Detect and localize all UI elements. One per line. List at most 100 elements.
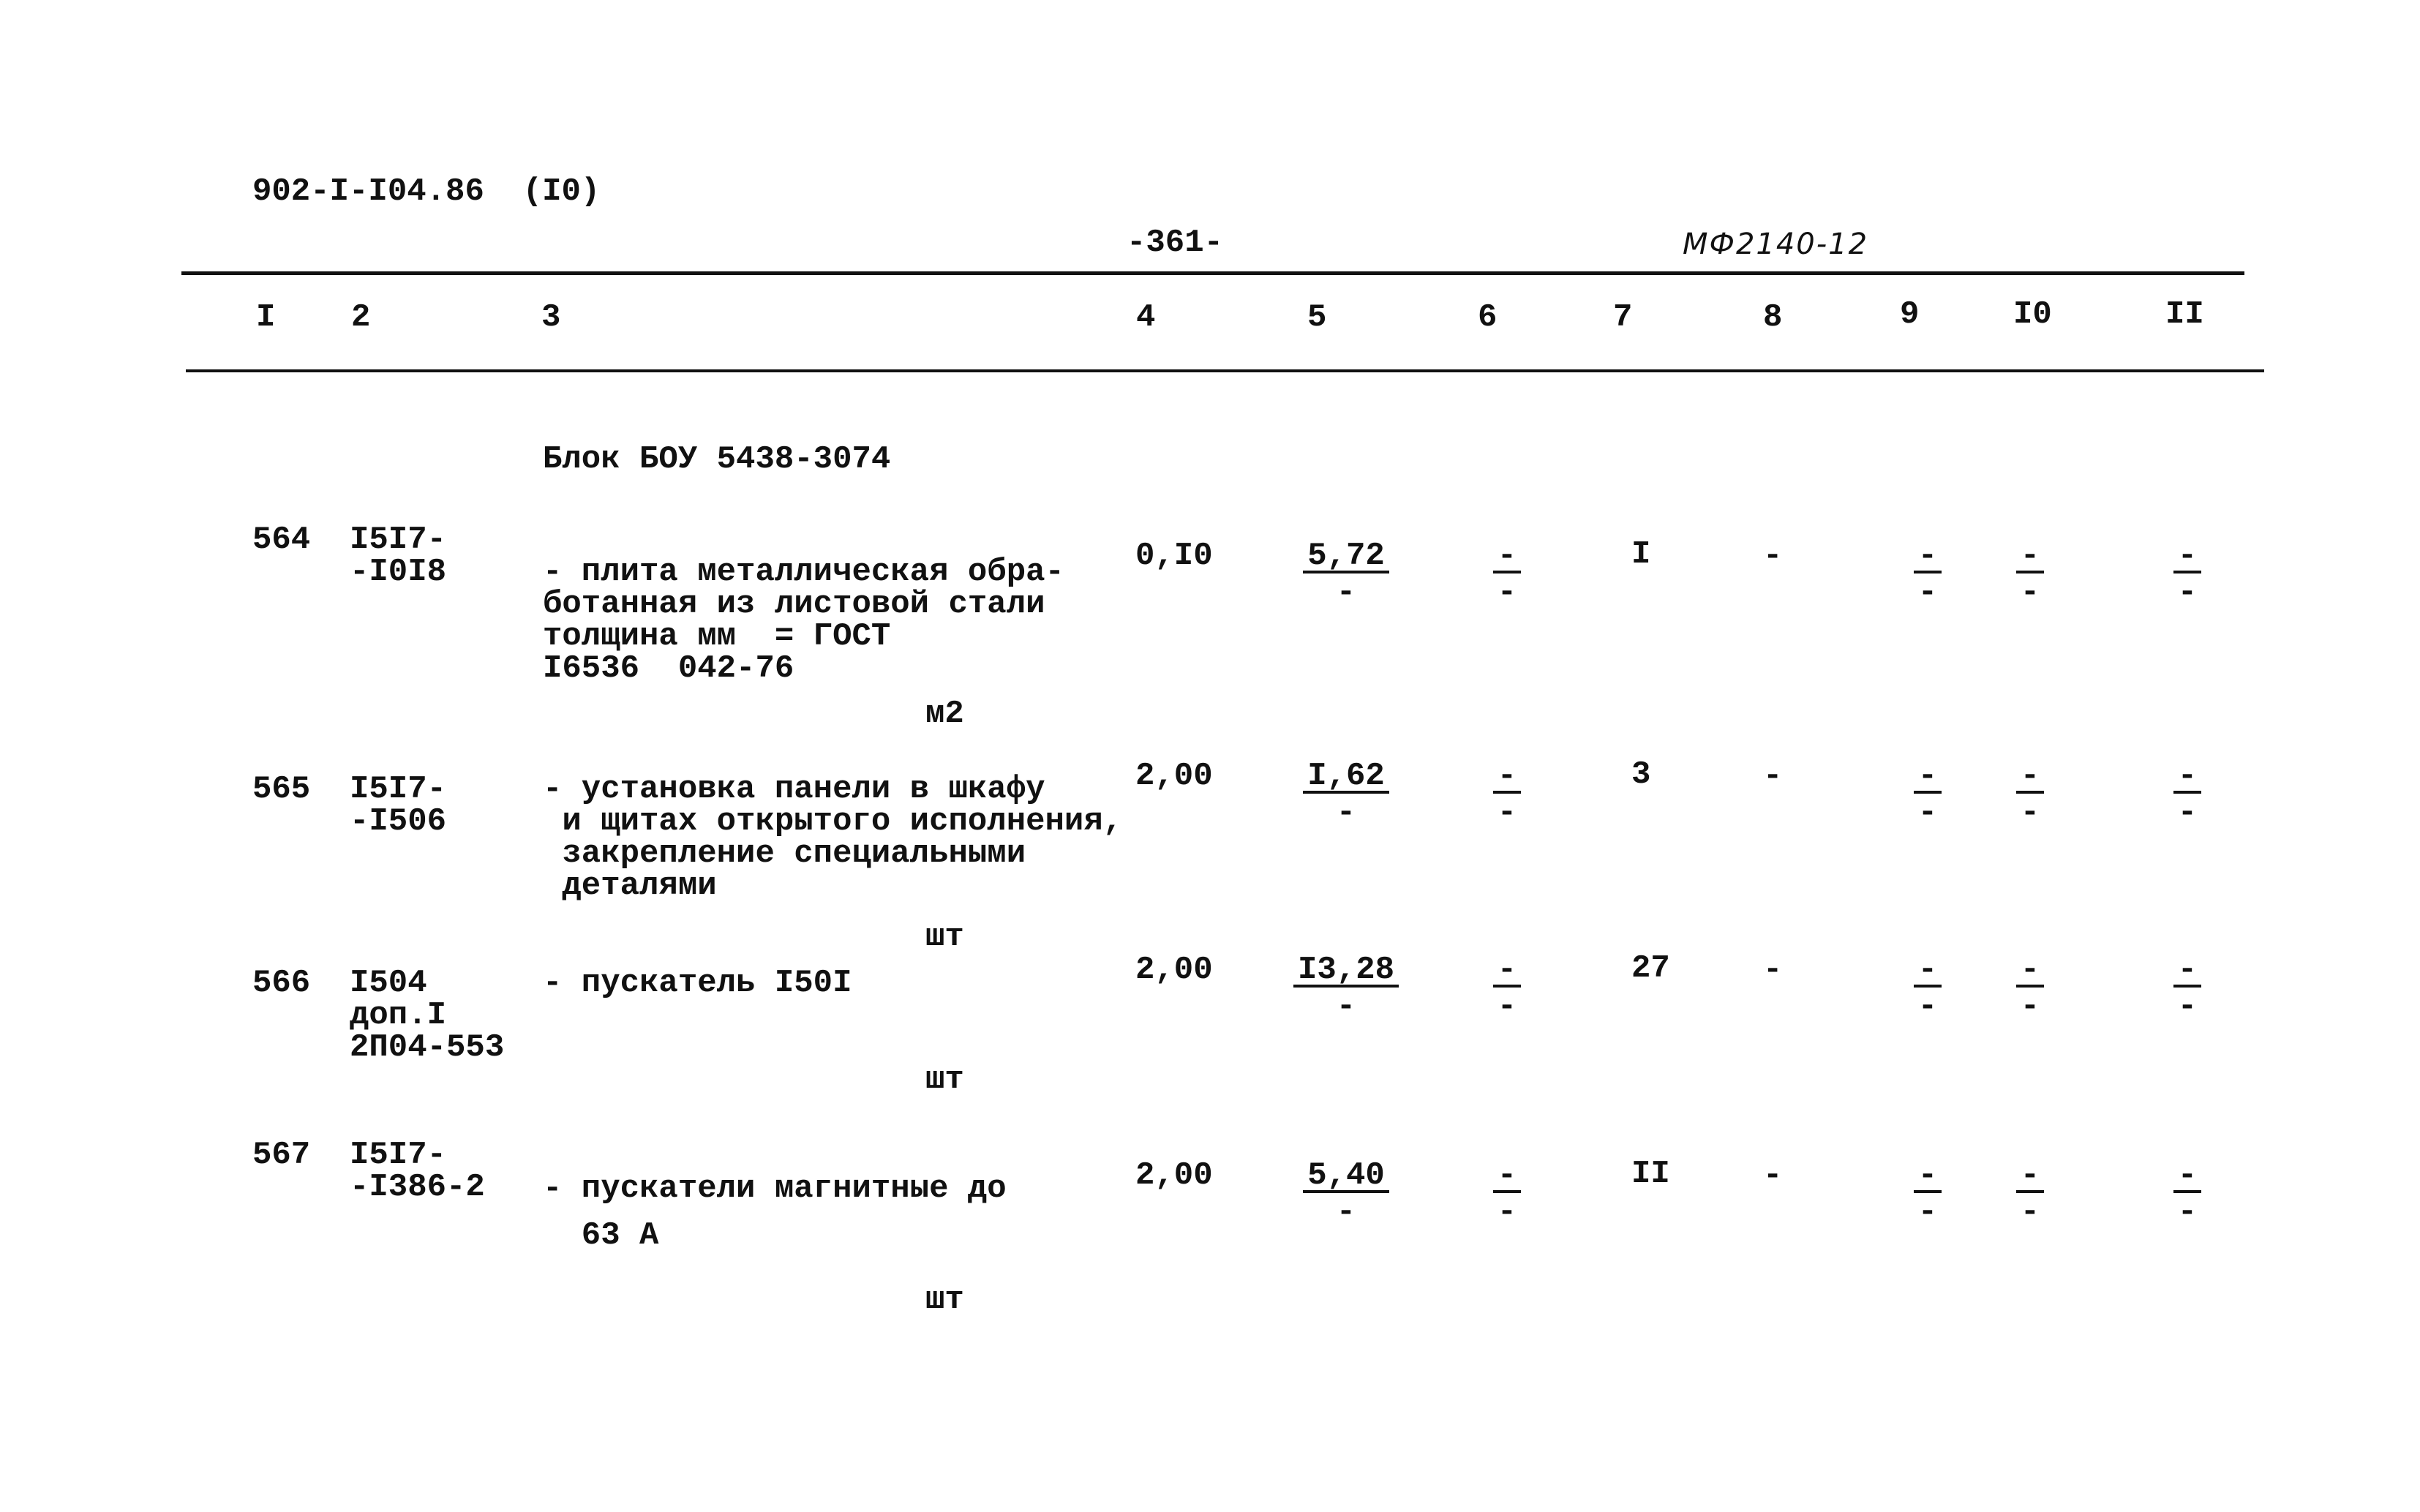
fraction-cell-c5: 5,72- (1284, 540, 1408, 611)
table-row: 564 I5I7- -I0I8 - плита металлическая обра-… (0, 524, 2420, 730)
description-line: деталями (543, 868, 717, 904)
description-line: - пускатель I50I (543, 965, 852, 1001)
column-8-value: - (1763, 1157, 1783, 1194)
item-code-line: I5I7- (350, 1137, 447, 1173)
column-8-value: - (1763, 538, 1783, 574)
description-line: ботанная из листовой стали (543, 586, 1045, 623)
fraction-cell-c11: -- (2147, 540, 2228, 611)
fraction-cell-c6: -- (1467, 540, 1547, 611)
fraction-bottom: - (1917, 794, 1938, 831)
block-title: Блок БОУ 5438-3074 (543, 441, 891, 478)
labor-value: II (1631, 1156, 1670, 1192)
fraction-bottom: - (1917, 988, 1938, 1025)
fraction-bottom: - (1497, 988, 1517, 1025)
item-code-line: -I0I8 (350, 554, 447, 590)
fraction-top: - (1492, 1159, 1522, 1193)
row-number: 565 (252, 771, 311, 808)
fraction-bottom: - (2177, 574, 2198, 611)
item-code-line: -I386-2 (350, 1169, 485, 1206)
column-header: II (2165, 296, 2204, 333)
fraction-bottom: - (1497, 574, 1517, 611)
fraction-top: - (2015, 540, 2045, 573)
column-header: 4 (1136, 299, 1156, 336)
document-code: 902-I-I04.86 (I0) (252, 173, 601, 210)
quantity: 2,00 (1135, 758, 1213, 794)
item-code-line: I5I7- (350, 522, 447, 558)
fraction-top: - (1492, 954, 1522, 988)
fraction-bottom: - (1336, 988, 1356, 1025)
fraction-top: - (2015, 954, 2045, 988)
fraction-bottom: - (2177, 1194, 2198, 1230)
item-code-line: I504 (350, 965, 427, 1001)
item-description: - пускатель I50I (543, 967, 852, 999)
fraction-top: I,62 (1303, 760, 1389, 794)
fraction-cell-c6: -- (1467, 760, 1547, 831)
labor-value: 3 (1631, 756, 1651, 793)
fraction-cell-c11: -- (2147, 760, 2228, 831)
fraction-top: - (1492, 540, 1522, 573)
fraction-top: - (1913, 1159, 1942, 1193)
unit-of-measure: шт (925, 919, 964, 955)
table-row: 567 I5I7- -I386-2 - пускатели магнитные до … (0, 1139, 2420, 1316)
quantity: 2,00 (1135, 952, 1213, 988)
fraction-top: - (1913, 954, 1942, 988)
fraction-cell-c9: -- (1891, 954, 1964, 1025)
fraction-bottom: - (1497, 1194, 1517, 1230)
fraction-bottom: - (1336, 1194, 1356, 1230)
labor-value: 27 (1631, 950, 1670, 987)
description-line: I6536 042-76 (543, 650, 794, 687)
column-header: 6 (1478, 299, 1498, 336)
fraction-cell-c5: 5,40- (1284, 1159, 1408, 1230)
unit-of-measure: шт (925, 1282, 964, 1318)
item-description: - установка панели в шкафу и щитах откры… (543, 773, 1122, 902)
fraction-cell-c9: -- (1891, 1159, 1964, 1228)
description-line: - пускатели магнитные до (543, 1170, 1007, 1207)
item-description: - плита металлическая обра-ботанная из л… (543, 556, 1064, 685)
row-number: 567 (252, 1137, 311, 1173)
description-line: закрепление специальными (543, 835, 1026, 872)
item-code-line: 2П04-553 (350, 1029, 505, 1066)
fraction-cell-c9: -- (1891, 540, 1964, 611)
column-header: 9 (1900, 296, 1920, 333)
fraction-bottom: - (1917, 574, 1938, 611)
row-number: 564 (252, 522, 311, 558)
page-number: -361- (1127, 225, 1224, 261)
item-description: - пускатели магнитные до 63 А (543, 1173, 1007, 1252)
description-line: толщина мм = ГОСТ (543, 618, 891, 655)
column-header: 8 (1763, 299, 1783, 336)
handwritten-stamp: МФ2140-12 (1683, 227, 1869, 261)
table-row: 565 I5I7- -I506 - установка панели в шкафу … (0, 759, 2420, 953)
fraction-top: 5,40 (1303, 1159, 1389, 1193)
fraction-bottom: - (1497, 794, 1517, 831)
fraction-top: - (1913, 540, 1942, 573)
fraction-bottom: - (1336, 574, 1356, 611)
fraction-bottom: - (1336, 794, 1356, 831)
unit-of-measure: шт (925, 1061, 964, 1098)
fraction-cell-c5: I,62- (1284, 760, 1408, 831)
item-code-line: -I506 (350, 803, 447, 840)
quantity: 2,00 (1135, 1157, 1213, 1194)
column-header: 7 (1613, 299, 1633, 336)
column-header: 3 (541, 299, 561, 336)
header-rule (186, 369, 2264, 372)
description-line: - установка панели в шкафу (543, 771, 1045, 808)
quantity: 0,I0 (1135, 538, 1213, 574)
fraction-cell-c11: -- (2147, 1159, 2228, 1230)
fraction-top: - (2173, 760, 2202, 794)
description-line: и щитах открытого исполнения, (543, 803, 1123, 840)
fraction-bottom: - (2020, 574, 2040, 611)
fraction-bottom: - (2177, 794, 2198, 831)
table-row: 566 I504 доп.I 2П04-553 - пускатель I50I шт 2,… (0, 952, 2420, 1096)
fraction-top: - (2173, 1159, 2202, 1193)
fraction-cell-c10: -- (1994, 1159, 2067, 1230)
fraction-top: - (2015, 1159, 2045, 1193)
fraction-bottom: - (2020, 1194, 2040, 1230)
fraction-cell-c10: -- (1994, 954, 2067, 1025)
top-rule (181, 271, 2244, 275)
fraction-cell-c10: -- (1994, 540, 2067, 611)
fraction-cell-c10: -- (1994, 760, 2067, 829)
column-header: 2 (351, 299, 371, 336)
description-line: 63 А (543, 1217, 659, 1254)
item-code: I5I7- -I506 (350, 773, 446, 838)
fraction-bottom: - (2020, 988, 2040, 1025)
